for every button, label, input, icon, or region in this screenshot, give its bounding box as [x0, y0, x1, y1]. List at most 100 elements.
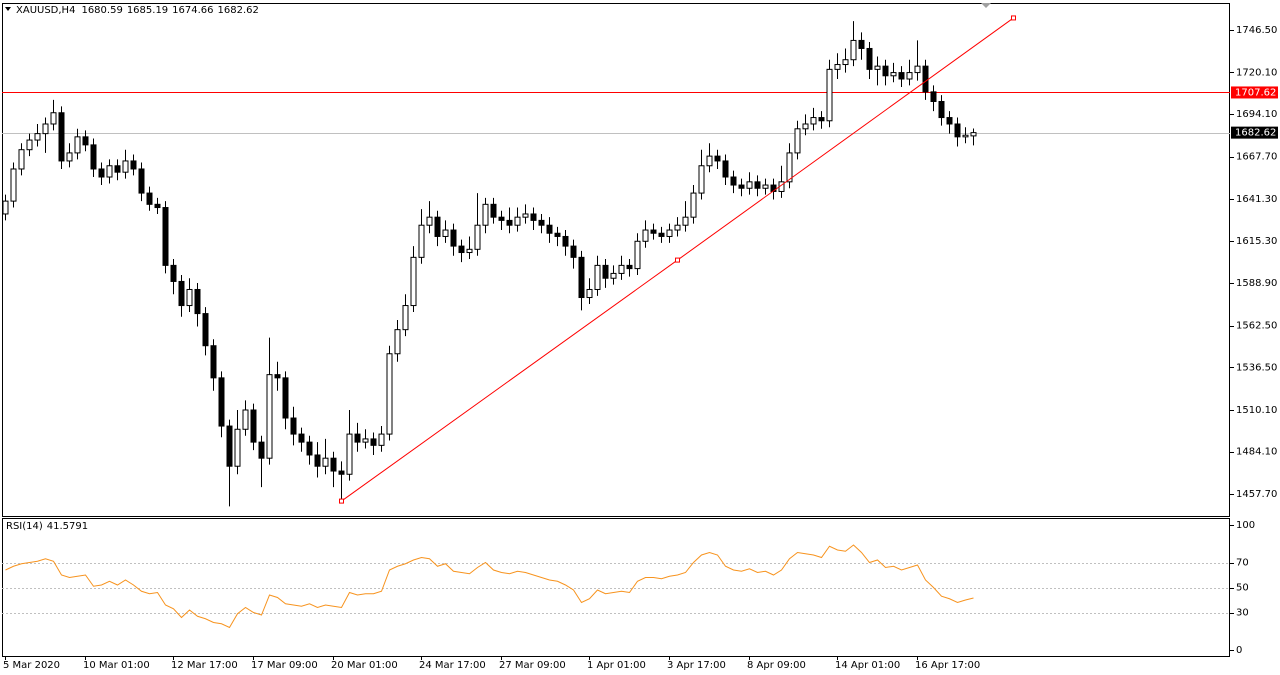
- candle-body: [962, 134, 969, 138]
- candle-body: [234, 428, 241, 467]
- x-tick-label: 8 Apr 09:00: [747, 660, 806, 671]
- candle-body: [242, 409, 249, 430]
- candle-body: [74, 136, 81, 154]
- y-tick-label: 70: [1236, 558, 1249, 569]
- x-tick-label: 16 Apr 17:00: [915, 660, 980, 671]
- candle-body: [874, 65, 881, 70]
- candle-body: [2, 200, 9, 215]
- candle-body: [826, 68, 833, 122]
- candle-body: [754, 181, 761, 189]
- candle-body: [18, 149, 25, 170]
- y-tick-label: 1615.30: [1236, 236, 1277, 247]
- candle-body: [370, 438, 377, 446]
- candle-body: [338, 470, 345, 475]
- y-tick-label: 1562.50: [1236, 321, 1277, 332]
- candle-body: [162, 207, 169, 266]
- candle-body: [130, 160, 137, 170]
- y-tick-label: 1667.70: [1236, 152, 1277, 163]
- candle-body: [202, 313, 209, 347]
- candle-body: [842, 59, 849, 66]
- candle-body: [386, 353, 393, 435]
- menu-arrow[interactable]: [5, 7, 11, 11]
- candle-body: [346, 433, 353, 475]
- candle-body: [618, 264, 625, 274]
- candle-body: [970, 132, 977, 137]
- candle-body: [610, 272, 617, 279]
- candle-body: [458, 245, 465, 254]
- y-tick-label: 1694.10: [1236, 109, 1277, 120]
- x-tick-label: 17 Mar 09:00: [251, 660, 318, 671]
- rsi-name: RSI(14): [6, 521, 43, 532]
- candle-body: [66, 152, 73, 162]
- last-high: 1685.19: [127, 5, 168, 16]
- candle-body: [818, 117, 825, 122]
- candle-body: [410, 256, 417, 307]
- candle-body: [442, 229, 449, 237]
- candle-body: [298, 433, 305, 443]
- candle-body: [498, 216, 505, 221]
- candle-body: [362, 438, 369, 443]
- price-label: 1707.62: [1235, 87, 1276, 98]
- main-panel-frame: [2, 3, 1230, 517]
- candle-body: [850, 39, 857, 61]
- rsi-line: [5, 544, 974, 629]
- candle-body: [722, 160, 729, 178]
- x-tick-label: 10 Mar 01:00: [83, 660, 150, 671]
- last-open: 1680.59: [81, 5, 122, 16]
- candle-body: [306, 441, 313, 456]
- candle-body: [250, 409, 257, 443]
- candle-body: [890, 72, 897, 77]
- candle-body: [394, 329, 401, 355]
- candle-body: [58, 112, 65, 162]
- last-low: 1674.66: [172, 5, 213, 16]
- candle-body: [274, 374, 281, 379]
- candle-body: [746, 181, 753, 189]
- x-tick-label: 14 Apr 01:00: [835, 660, 900, 671]
- candle-body: [258, 441, 265, 459]
- y-tick-label: 1536.50: [1236, 362, 1277, 373]
- candle-body: [690, 192, 697, 218]
- y-tick-label: 50: [1236, 583, 1249, 594]
- candle-body: [594, 264, 601, 290]
- rsi-last: 41.5791: [47, 521, 88, 532]
- price-label-box: [1231, 126, 1278, 139]
- candle-body: [50, 112, 57, 125]
- last-close: 1682.62: [218, 5, 259, 16]
- candle-body: [90, 144, 97, 170]
- candle-body: [682, 216, 689, 226]
- x-tick-label: 12 Mar 17:00: [171, 660, 238, 671]
- candle-body: [554, 232, 561, 237]
- candle-body: [922, 65, 929, 93]
- candle-body: [282, 377, 289, 419]
- candle-body: [378, 433, 385, 446]
- candle-body: [906, 72, 913, 80]
- chart-header: XAUUSD,H4 1680.59 1685.19 1674.66 1682.62: [16, 5, 259, 16]
- candle-body: [786, 152, 793, 183]
- candle-body: [474, 224, 481, 250]
- candle-body: [930, 91, 937, 102]
- candle-body: [186, 288, 193, 307]
- candle-body: [418, 224, 425, 258]
- candle-body: [98, 168, 105, 178]
- x-tick-label: 3 Apr 17:00: [667, 660, 726, 671]
- candle-body: [602, 264, 609, 279]
- rsi-header: RSI(14) 41.5791: [6, 521, 88, 532]
- candle-body: [354, 433, 361, 443]
- y-tick-label: 1484.10: [1236, 447, 1277, 458]
- candle-body: [114, 165, 121, 173]
- candle-body: [714, 155, 721, 162]
- candle-body: [762, 184, 769, 189]
- candle-body: [522, 213, 529, 218]
- candle-body: [914, 65, 921, 74]
- candle-body: [26, 139, 33, 151]
- y-tick-label: 1457.70: [1236, 489, 1277, 500]
- x-tick-label: 5 Mar 2020: [3, 660, 60, 671]
- candle-body: [482, 203, 489, 226]
- trendline-anchor: [675, 257, 680, 263]
- candle-body: [578, 256, 585, 299]
- x-tick-label: 27 Mar 09:00: [499, 660, 566, 671]
- candle-body: [170, 264, 177, 282]
- candle-body: [834, 64, 841, 70]
- candle-body: [866, 47, 873, 70]
- y-tick-label: 30: [1236, 608, 1249, 619]
